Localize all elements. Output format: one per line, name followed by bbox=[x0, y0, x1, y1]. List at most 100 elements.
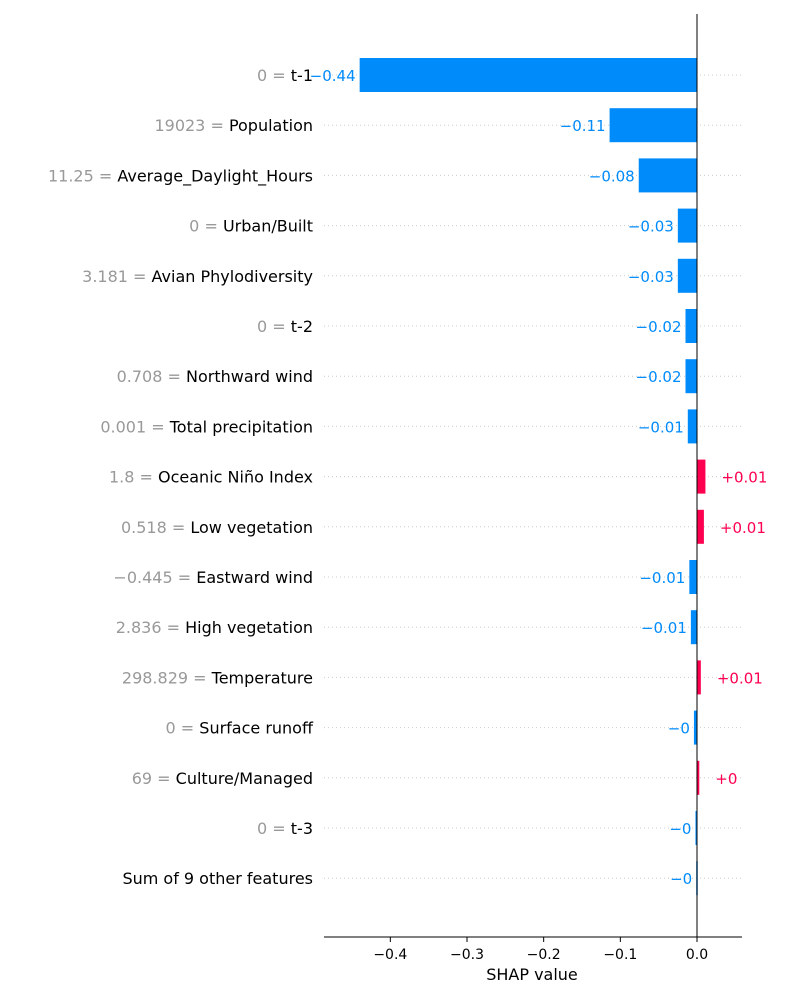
feature-value: 298.829 bbox=[122, 668, 188, 687]
feature-name: Population bbox=[229, 116, 313, 135]
equals-sign: = bbox=[128, 267, 152, 286]
equals-sign: = bbox=[146, 417, 170, 436]
value-label: +0.01 bbox=[721, 469, 767, 487]
value-label: −0.01 bbox=[639, 569, 685, 587]
equals-sign: = bbox=[199, 217, 223, 236]
value-label: −0.01 bbox=[641, 619, 687, 637]
feature-value: 0.001 bbox=[100, 417, 146, 436]
bar bbox=[697, 459, 706, 494]
feature-value: 0.518 bbox=[121, 518, 167, 537]
value-label: −0.44 bbox=[310, 67, 356, 85]
bar bbox=[685, 309, 697, 343]
feature-label: 0.518 = Low vegetation bbox=[121, 518, 313, 537]
feature-name: High vegetation bbox=[185, 618, 313, 637]
bar bbox=[677, 258, 697, 293]
feature-value: −0.445 bbox=[113, 568, 172, 587]
value-label: −0 bbox=[670, 870, 692, 888]
feature-label: 11.25 = Average_Daylight_Hours bbox=[48, 166, 313, 186]
value-label: −0.11 bbox=[560, 117, 606, 135]
value-label: −0 bbox=[668, 720, 690, 738]
bar bbox=[697, 509, 704, 544]
feature-name: Avian Phylodiversity bbox=[152, 267, 313, 286]
bar bbox=[693, 710, 697, 745]
feature-value: 0.708 bbox=[117, 367, 163, 386]
equals-sign: = bbox=[173, 568, 197, 587]
value-label: +0.01 bbox=[717, 669, 763, 687]
feature-name: t-2 bbox=[291, 317, 313, 336]
feature-labels: 0 = t-1 19023 = Population 11.25 = Average… bbox=[48, 66, 314, 888]
feature-name: Northward wind bbox=[186, 367, 313, 386]
bar bbox=[609, 108, 697, 143]
feature-label: 69 = Culture/Managed bbox=[132, 769, 313, 788]
feature-value: 0 bbox=[166, 719, 176, 738]
feature-value: 0 bbox=[189, 217, 199, 236]
feature-value: 11.25 bbox=[48, 166, 94, 185]
bar bbox=[359, 58, 697, 92]
value-label: +0 bbox=[715, 770, 737, 788]
feature-label: 0 = t-2 bbox=[257, 317, 313, 336]
feature-label: 0 = Surface runoff bbox=[166, 719, 314, 738]
value-labels: −0.44 −0.11 −0.08 −0.03 −0.03 −0.02 −0.02 −0.01… bbox=[310, 67, 768, 888]
feature-name: Average_Daylight_Hours bbox=[117, 166, 313, 186]
feature-label: 0 = Urban/Built bbox=[189, 217, 313, 236]
gridlines bbox=[324, 74, 742, 879]
feature-value: 0 bbox=[257, 317, 267, 336]
bar bbox=[697, 760, 700, 795]
x-axis: −0.4 −0.3 −0.2 −0.1 0.0 bbox=[324, 14, 742, 963]
x-tick-label: 0.0 bbox=[686, 947, 708, 963]
x-tick-label: −0.3 bbox=[450, 947, 484, 963]
bar bbox=[687, 409, 697, 444]
value-label: −0.01 bbox=[638, 418, 684, 436]
value-label: −0.03 bbox=[628, 218, 674, 236]
feature-value: 3.181 bbox=[82, 267, 128, 286]
feature-name: Surface runoff bbox=[199, 719, 314, 738]
bar bbox=[677, 208, 697, 243]
x-tick-label: −0.1 bbox=[603, 947, 637, 963]
value-label: −0 bbox=[669, 820, 691, 838]
equals-sign: = bbox=[162, 618, 186, 637]
value-label: +0.01 bbox=[720, 519, 766, 537]
feature-label: 0 = t-3 bbox=[257, 819, 313, 838]
feature-name: Oceanic Niño Index bbox=[158, 468, 313, 487]
feature-value: 69 bbox=[132, 769, 152, 788]
bar bbox=[638, 158, 697, 193]
equals-sign: = bbox=[188, 668, 212, 687]
equals-sign: = bbox=[134, 468, 158, 487]
feature-label: −0.445 = Eastward wind bbox=[113, 568, 313, 587]
bar bbox=[685, 359, 697, 394]
feature-name: Culture/Managed bbox=[176, 769, 313, 788]
equals-sign: = bbox=[267, 317, 291, 336]
equals-sign: = bbox=[176, 719, 200, 738]
feature-name: t-1 bbox=[291, 66, 313, 85]
value-label: −0.08 bbox=[589, 167, 635, 185]
feature-name: Temperature bbox=[211, 668, 313, 687]
bar bbox=[697, 660, 701, 695]
bar bbox=[695, 811, 697, 845]
x-tick-label: −0.2 bbox=[527, 947, 561, 963]
equals-sign: = bbox=[167, 518, 191, 537]
equals-sign: = bbox=[267, 819, 291, 838]
bar bbox=[690, 610, 697, 645]
feature-value: 2.836 bbox=[116, 618, 162, 637]
bars bbox=[359, 58, 706, 896]
feature-label: 0.708 = Northward wind bbox=[117, 367, 313, 386]
feature-value: 19023 bbox=[154, 116, 205, 135]
feature-label: 1.8 = Oceanic Niño Index bbox=[109, 468, 313, 487]
value-label: −0.02 bbox=[636, 368, 682, 386]
feature-value: 0 bbox=[257, 819, 267, 838]
feature-label: 0 = t-1 bbox=[257, 66, 313, 85]
feature-name: Total precipitation bbox=[169, 417, 313, 436]
feature-name: Sum of 9 other features bbox=[122, 869, 313, 888]
equals-sign: = bbox=[267, 66, 291, 85]
value-label: −0.03 bbox=[628, 268, 674, 286]
equals-sign: = bbox=[162, 367, 186, 386]
feature-name: t-3 bbox=[291, 819, 313, 838]
feature-label: 19023 = Population bbox=[154, 116, 313, 135]
feature-value: 0 bbox=[257, 66, 267, 85]
feature-label: Sum of 9 other features bbox=[122, 869, 313, 888]
x-axis-label: SHAP value bbox=[486, 965, 578, 984]
feature-name: Urban/Built bbox=[223, 217, 313, 236]
x-tick-label: −0.4 bbox=[373, 947, 407, 963]
feature-label: 3.181 = Avian Phylodiversity bbox=[82, 267, 313, 286]
